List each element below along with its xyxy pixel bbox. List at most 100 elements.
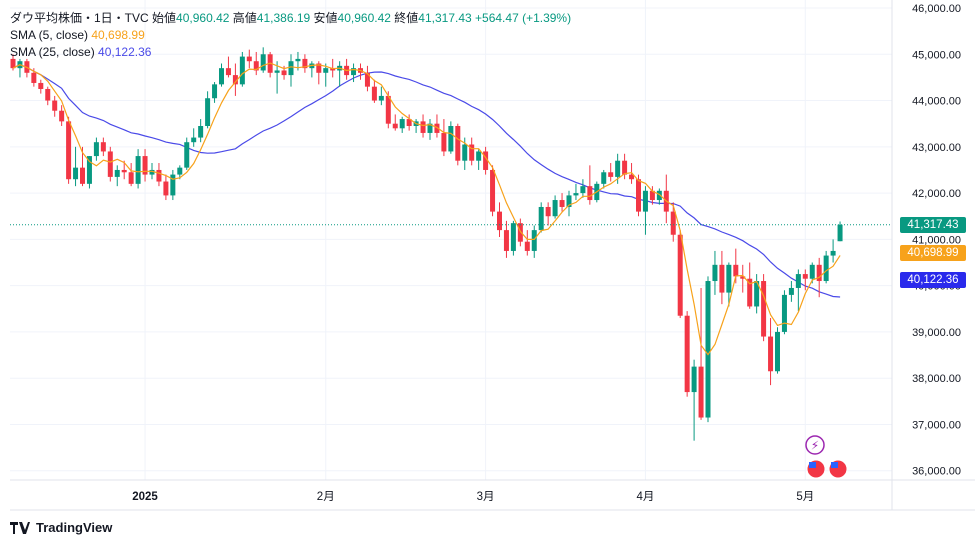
candle-body <box>754 281 760 307</box>
candle-body <box>510 223 516 251</box>
candle-body <box>239 56 245 85</box>
candle-body <box>281 70 287 76</box>
candle-body <box>142 156 148 175</box>
candle-body <box>622 160 628 175</box>
candle-body <box>441 132 447 152</box>
candle-body <box>684 315 690 393</box>
candle-body <box>302 58 308 69</box>
price-tick-label: 42,000.00 <box>912 188 961 200</box>
candle-body <box>392 123 398 129</box>
us-flag-canton <box>809 462 816 468</box>
close-label: 終値 <box>394 11 419 25</box>
candle-body <box>768 336 774 372</box>
candle-body <box>427 123 433 133</box>
low-value: 40,960.42 <box>337 11 391 25</box>
candle-body <box>434 123 440 133</box>
candle-body <box>149 169 155 175</box>
candle-body <box>100 142 106 152</box>
candle-body <box>517 223 523 242</box>
candle-body <box>253 61 259 71</box>
candle-body <box>121 169 127 173</box>
time-tick-label: 2025 <box>132 491 158 503</box>
candle-body <box>691 366 697 393</box>
candle-body <box>198 126 204 138</box>
candle-body <box>163 181 169 196</box>
candle-body <box>135 156 141 184</box>
time-axis[interactable]: 2025 2月 3月 4月 5月 <box>132 491 814 503</box>
price-tick-label: 45,000.00 <box>912 49 961 61</box>
candle-body <box>649 190 655 201</box>
candle-body <box>232 75 238 85</box>
candle-body <box>566 195 572 207</box>
price-tick-label: 43,000.00 <box>912 142 961 154</box>
candle-body <box>288 61 294 76</box>
chart-grid <box>10 0 975 511</box>
candle-body <box>712 264 718 282</box>
candle-body <box>86 156 92 184</box>
candle-body <box>225 68 231 76</box>
open-label: 始値 <box>152 11 177 25</box>
candle-body <box>219 68 224 85</box>
price-tick-label: 38,000.00 <box>912 373 961 385</box>
candle-body <box>837 224 843 242</box>
legend-sma25[interactable]: SMA (25, close) 40,122.36 <box>10 45 151 59</box>
sma5-price-tag: 40,698.99 <box>900 245 966 262</box>
price-tick-label: 37,000.00 <box>912 419 961 431</box>
candle-body <box>66 121 72 180</box>
sma25-path <box>12 64 841 298</box>
candle-body <box>719 264 725 293</box>
candle-body <box>295 58 301 62</box>
candle-body <box>107 151 113 177</box>
high-label: 高値 <box>232 11 257 25</box>
low-label: 安値 <box>313 11 338 25</box>
candle-body <box>531 230 537 251</box>
us-flag-canton <box>831 462 838 468</box>
open-value: 40,960.42 <box>176 11 230 25</box>
candle-body <box>205 98 211 126</box>
sma25-label: SMA (25, close) <box>10 45 95 59</box>
candle-body <box>587 186 593 201</box>
event-flash-icon[interactable] <box>805 435 825 455</box>
candle-body <box>483 151 489 170</box>
legend-sma5[interactable]: SMA (5, close) 40,698.99 <box>10 28 145 42</box>
candle-body <box>52 100 58 111</box>
candlestick-series <box>10 47 843 441</box>
change-value: +564.47 (+1.39%) <box>475 11 572 25</box>
candle-body <box>795 274 801 288</box>
candle-body <box>246 56 252 62</box>
candle-body <box>733 264 739 277</box>
candle-body <box>316 63 322 73</box>
sma25-price-tag: 40,122.36 <box>900 271 966 288</box>
candle-body <box>573 193 579 196</box>
price-tick-label: 41,000.00 <box>912 234 961 246</box>
candle-body <box>420 121 426 133</box>
candle-body <box>524 241 530 251</box>
candle-body <box>497 211 502 231</box>
candle-body <box>128 172 134 184</box>
candle-body <box>45 88 51 101</box>
candle-body <box>552 200 558 217</box>
candle-body <box>503 230 509 251</box>
symbol-title[interactable]: ダウ平均株価・1日・TVC <box>10 11 149 25</box>
tradingview-logo[interactable]: TradingView <box>10 520 112 535</box>
candle-body <box>364 72 370 87</box>
candle-body <box>698 366 704 418</box>
sma5-value: 40,698.99 <box>91 28 145 42</box>
candle-body <box>545 206 551 217</box>
candle-body <box>73 167 79 180</box>
candle-body <box>462 144 468 161</box>
time-tick-label: 4月 <box>636 491 654 503</box>
candle-body <box>705 281 711 418</box>
candle-body <box>559 200 565 207</box>
candle-body <box>38 82 44 89</box>
candle-body <box>580 186 586 194</box>
price-axis[interactable]: 36,000.0037,000.0038,000.0039,000.0040,0… <box>912 3 961 478</box>
candle-body <box>448 126 454 152</box>
candle-body <box>184 142 190 168</box>
event-markers[interactable]: ⚡ <box>805 435 848 479</box>
candle-body <box>378 95 384 101</box>
candle-body <box>351 68 357 76</box>
candle-body <box>323 68 329 73</box>
candle-body <box>802 274 808 279</box>
